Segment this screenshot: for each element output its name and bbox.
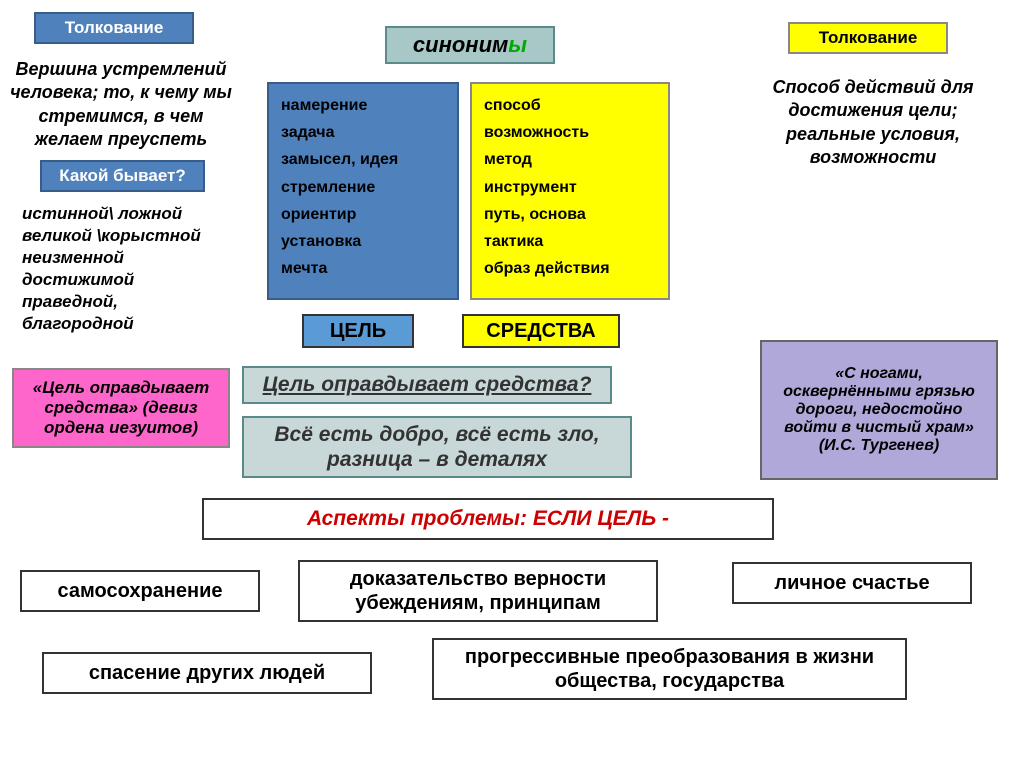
- syn-goal-1: задача: [281, 119, 445, 146]
- goal-synonyms: намерение задача замысел, идея стремлени…: [267, 82, 459, 300]
- syn-goal-2: замысел, идея: [281, 146, 445, 173]
- which-list: истинной\ ложной великой \корыстной неиз…: [22, 203, 232, 336]
- syn-means-1: возможность: [484, 119, 656, 146]
- synonyms-text-b: ы: [508, 32, 527, 58]
- aspect-beliefs: доказательство верности убеждениям, прин…: [298, 560, 658, 622]
- goal-label: ЦЕЛЬ: [302, 314, 414, 348]
- synonyms-text-a: синоним: [413, 32, 508, 58]
- pink-quote: «Цель оправдывает средства» (девиз орден…: [12, 368, 230, 448]
- right-interpretation-header: Толкование: [788, 22, 948, 54]
- syn-goal-6: мечта: [281, 255, 445, 282]
- question-box: Цель оправдывает средства?: [242, 366, 612, 404]
- syn-means-4: путь, основа: [484, 201, 656, 228]
- left-interpretation-header: Толкование: [34, 12, 194, 44]
- aspect-saving-others: спасение других людей: [42, 652, 372, 694]
- syn-means-6: образ действия: [484, 255, 656, 282]
- aspect-progressive: прогрессивные преобразования в жизни общ…: [432, 638, 907, 700]
- syn-goal-4: ориентир: [281, 201, 445, 228]
- syn-goal-5: установка: [281, 228, 445, 255]
- syn-means-0: способ: [484, 92, 656, 119]
- syn-goal-0: намерение: [281, 92, 445, 119]
- syn-goal-3: стремление: [281, 174, 445, 201]
- means-synonyms: способ возможность метод инструмент путь…: [470, 82, 670, 300]
- left-definition: Вершина устремлений человека; то, к чему…: [10, 58, 232, 152]
- purple-quote: «С ногами, осквернёнными грязью дороги, …: [760, 340, 998, 480]
- right-definition: Способ действий для достижения цели; реа…: [748, 76, 998, 170]
- aspect-happiness: личное счастье: [732, 562, 972, 604]
- syn-means-5: тактика: [484, 228, 656, 255]
- aspect-self-preservation: самосохранение: [20, 570, 260, 612]
- good-evil-box: Всё есть добро, всё есть зло, разница – …: [242, 416, 632, 478]
- aspects-box: Аспекты проблемы: ЕСЛИ ЦЕЛЬ -: [202, 498, 774, 540]
- synonyms-header: синонимы: [385, 26, 555, 64]
- syn-means-2: метод: [484, 146, 656, 173]
- syn-means-3: инструмент: [484, 174, 656, 201]
- which-header: Какой бывает?: [40, 160, 205, 192]
- means-label: СРЕДСТВА: [462, 314, 620, 348]
